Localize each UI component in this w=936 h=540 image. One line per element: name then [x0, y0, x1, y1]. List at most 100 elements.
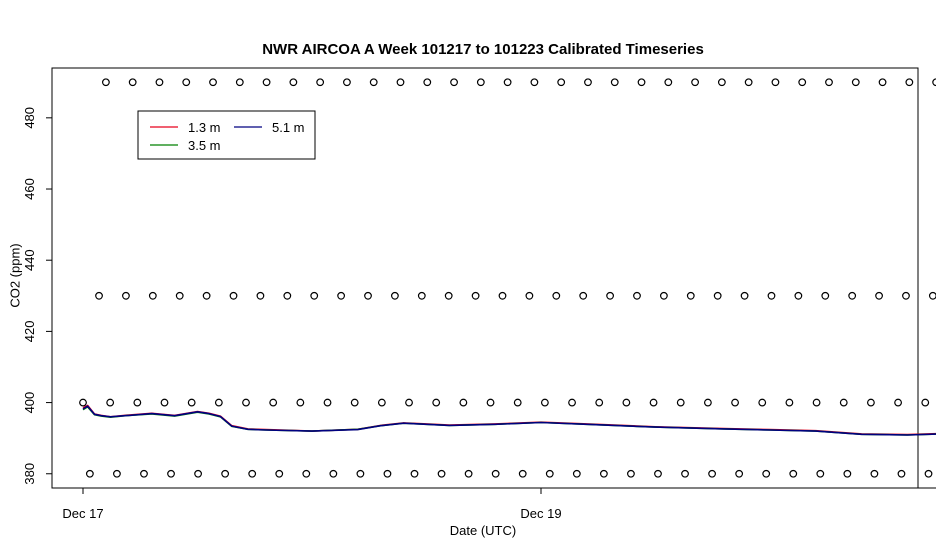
marker-point [323, 398, 332, 407]
marker-point [262, 78, 271, 87]
marker-point [584, 78, 592, 87]
marker-point [148, 291, 157, 300]
marker-point [486, 398, 495, 407]
marker-point [843, 469, 852, 478]
marker-point [391, 291, 399, 300]
legend-label: 1.3 m [188, 120, 221, 135]
marker-point [867, 398, 875, 407]
marker-point [744, 78, 753, 87]
marker-point [396, 78, 405, 87]
marker-point [209, 78, 217, 87]
marker-point [310, 291, 319, 300]
marker-point [160, 398, 169, 407]
marker-point [708, 469, 716, 478]
marker-point [924, 469, 933, 478]
marker-point [525, 291, 534, 300]
chart-title: NWR AIRCOA A Week 101217 to 101223 Calib… [262, 41, 704, 58]
marker-point [540, 398, 549, 407]
marker-point [269, 398, 278, 407]
marker-point [410, 469, 419, 478]
marker-point [432, 398, 441, 407]
marker-point [545, 469, 554, 478]
marker-point [471, 291, 480, 300]
marker-point [464, 469, 473, 478]
marker-point [343, 78, 351, 87]
marker-point [85, 469, 94, 478]
marker-point [579, 291, 588, 300]
marker-point [762, 469, 771, 478]
marker-point [599, 469, 608, 478]
marker-point [155, 78, 164, 87]
series-line [82, 405, 936, 436]
marker-point [491, 469, 500, 478]
marker-point [627, 469, 635, 478]
marker-point [703, 398, 712, 407]
marker-point [595, 398, 604, 407]
marker-point [816, 469, 825, 478]
marker-point [513, 398, 522, 407]
marker-point [767, 291, 776, 300]
marker-point [122, 291, 130, 300]
marker-point [175, 291, 184, 300]
marker-point [839, 398, 848, 407]
marker-point [557, 78, 566, 87]
y-tick-label: 380 [22, 463, 37, 485]
series-line [82, 405, 936, 436]
marker-point [606, 291, 614, 300]
marker-point [296, 398, 305, 407]
y-tick-label: 420 [22, 321, 37, 343]
marker-point [812, 398, 821, 407]
marker-point [785, 398, 794, 407]
marker-point [289, 78, 298, 87]
y-tick-label: 460 [22, 178, 37, 200]
marker-point [476, 78, 485, 87]
marker-point [928, 291, 936, 300]
marker-point [530, 78, 539, 87]
y-axis: 380 400 420 440 460 480 [22, 107, 53, 485]
marker-point [194, 469, 202, 478]
marker-point [686, 291, 695, 300]
marker-point [552, 291, 561, 300]
marker-point [444, 291, 453, 300]
marker-point [256, 291, 265, 300]
marker-point [789, 469, 798, 478]
marker-point [450, 78, 458, 87]
x-tick-label: Dec 19 [520, 506, 561, 521]
marker-point [79, 398, 87, 407]
marker-point [821, 291, 830, 300]
marker-point [731, 398, 739, 407]
marker-point [905, 78, 914, 87]
marker-point [133, 398, 142, 407]
marker-point [167, 469, 175, 478]
marker-point [691, 78, 699, 87]
marker-point [182, 78, 191, 87]
marker-point [870, 469, 879, 478]
marker-point [518, 469, 527, 478]
marker-point [771, 78, 780, 87]
x-tick-label: Dec 17 [62, 506, 103, 521]
marker-point [717, 78, 726, 87]
marker-point [610, 78, 619, 87]
x-axis-label: Date (UTC) [449, 523, 517, 538]
reference-markers [79, 78, 936, 478]
marker-point [423, 78, 432, 87]
marker-point [633, 291, 641, 300]
marker-point [140, 469, 148, 478]
marker-point [664, 78, 673, 87]
legend-label: 5.1 m [272, 120, 305, 135]
marker-point [417, 291, 426, 300]
legend: 1.3 m 5.1 m 3.5 m [137, 110, 316, 160]
marker-point [894, 398, 902, 407]
marker-point [932, 78, 936, 87]
marker-point [275, 469, 284, 478]
marker-point [572, 469, 581, 478]
marker-point [95, 291, 103, 300]
marker-point [113, 469, 121, 478]
marker-point [637, 78, 646, 87]
marker-point [825, 78, 833, 87]
marker-point [875, 291, 883, 300]
marker-point [350, 398, 359, 407]
marker-point [848, 291, 857, 300]
marker-point [897, 469, 906, 478]
